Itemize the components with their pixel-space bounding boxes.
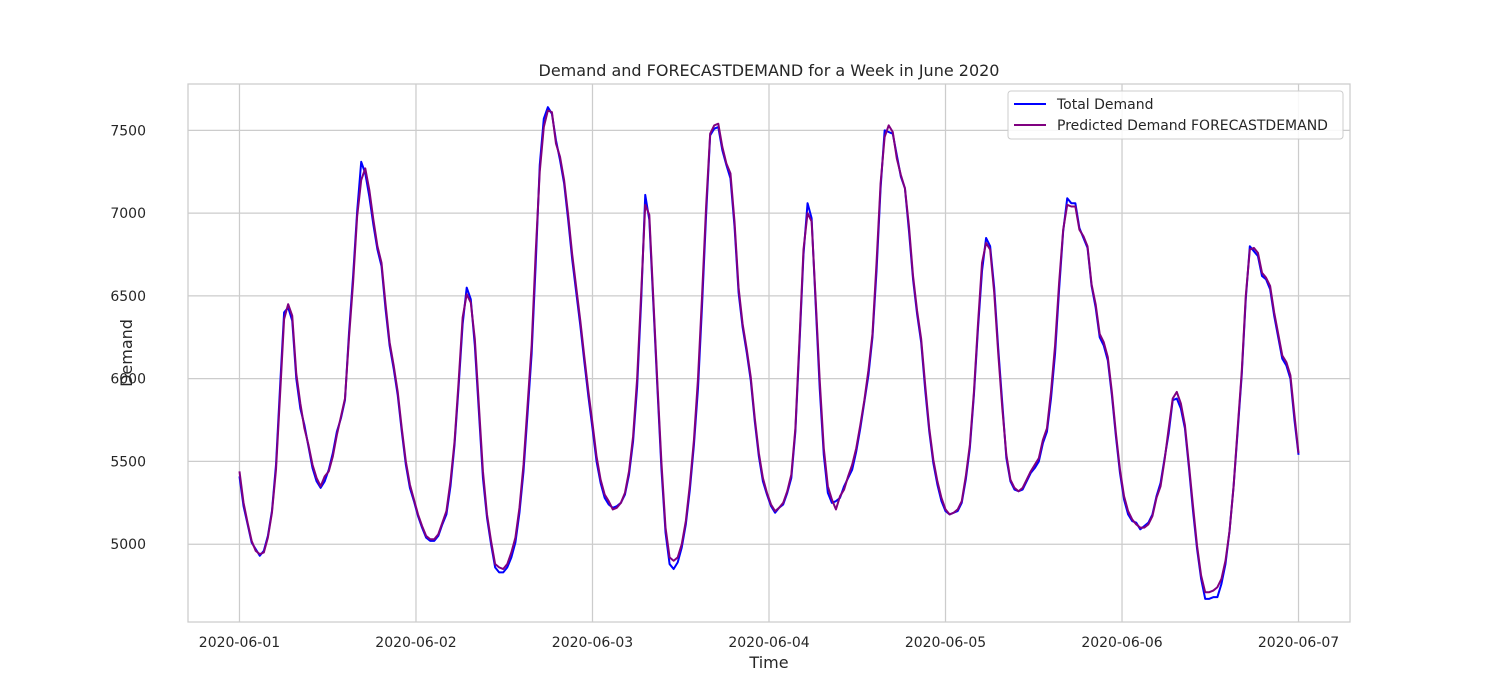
plot-frame — [187, 83, 1351, 623]
series-layer — [238, 106, 1300, 600]
y-tick-label: 5500 — [110, 454, 146, 470]
x-tick-label: 2020-06-01 — [199, 635, 280, 651]
grid-lines — [188, 84, 1350, 622]
legend-label-total-demand: Total Demand — [1056, 97, 1154, 113]
series-line-forecast-demand — [238, 109, 1300, 594]
y-tick-label: 6500 — [110, 289, 146, 305]
x-tick-label: 2020-06-05 — [905, 635, 986, 651]
legend: Total Demand Predicted Demand FORECASTDE… — [1007, 90, 1344, 140]
y-tick-label: 5000 — [110, 537, 146, 553]
y-tick-labels: 5000 5500 6000 6500 7000 7500 — [110, 123, 146, 553]
x-tick-label: 2020-06-03 — [552, 635, 633, 651]
y-tick-label: 7000 — [110, 206, 146, 222]
x-axis-title: Time — [748, 653, 788, 672]
y-tick-label: 7500 — [110, 123, 146, 139]
x-tick-label: 2020-06-04 — [728, 635, 809, 651]
x-tick-label: 2020-06-02 — [375, 635, 456, 651]
x-tick-label: 2020-06-07 — [1258, 635, 1339, 651]
y-axis-title: Demand — [117, 319, 136, 387]
legend-box — [1007, 90, 1344, 140]
chart-title: Demand and FORECASTDEMAND for a Week in … — [539, 61, 1000, 80]
x-tick-label: 2020-06-06 — [1081, 635, 1162, 651]
x-tick-labels: 2020-06-01 2020-06-02 2020-06-03 2020-06-04… — [199, 635, 1339, 651]
y-tick-label: 6000 — [110, 372, 146, 388]
legend-label-forecast-demand: Predicted Demand FORECASTDEMAND — [1057, 118, 1328, 134]
